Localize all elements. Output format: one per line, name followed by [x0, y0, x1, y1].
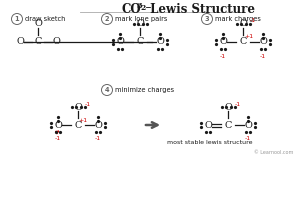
- Text: mark lone pairs: mark lone pairs: [115, 16, 167, 22]
- Text: draw sketch: draw sketch: [25, 16, 65, 22]
- Text: 3: 3: [136, 1, 142, 9]
- Text: © Learnool.com: © Learnool.com: [254, 150, 293, 154]
- Text: -1: -1: [85, 102, 91, 106]
- Text: -1: -1: [260, 53, 266, 58]
- Text: -1: -1: [220, 53, 226, 58]
- Text: -1: -1: [55, 136, 61, 142]
- Text: O: O: [74, 102, 82, 112]
- Text: 2−: 2−: [140, 4, 152, 12]
- Text: O: O: [204, 120, 212, 130]
- Text: 3: 3: [205, 16, 209, 22]
- Text: O: O: [244, 120, 252, 130]
- Text: O: O: [94, 120, 102, 130]
- Text: O: O: [116, 38, 124, 46]
- Text: O: O: [54, 120, 62, 130]
- Text: 1: 1: [15, 16, 19, 22]
- Text: O: O: [16, 38, 24, 46]
- Text: O: O: [219, 38, 227, 46]
- Text: O: O: [224, 102, 232, 112]
- Text: C: C: [239, 38, 247, 46]
- Text: O: O: [239, 20, 247, 28]
- Text: C: C: [34, 38, 42, 46]
- Text: C: C: [74, 120, 82, 130]
- Text: +1: +1: [244, 34, 253, 40]
- Text: O: O: [52, 38, 60, 46]
- Text: CO: CO: [122, 3, 142, 16]
- Text: -1: -1: [245, 136, 251, 142]
- Text: O: O: [136, 20, 144, 28]
- Text: -1: -1: [95, 136, 101, 142]
- Text: 2: 2: [105, 16, 109, 22]
- Text: O: O: [259, 38, 267, 46]
- Text: most stable lewis structure: most stable lewis structure: [167, 140, 253, 146]
- Text: O: O: [34, 20, 42, 28]
- Text: -1: -1: [250, 19, 256, 23]
- Text: Lewis Structure: Lewis Structure: [146, 3, 255, 16]
- Text: -1: -1: [235, 102, 241, 106]
- Text: O: O: [156, 38, 164, 46]
- Text: C: C: [224, 120, 232, 130]
- Text: 4: 4: [105, 87, 109, 93]
- Text: mark charges: mark charges: [215, 16, 261, 22]
- Text: C: C: [136, 38, 144, 46]
- Text: minimize charges: minimize charges: [115, 87, 174, 93]
- Text: +1: +1: [78, 117, 88, 122]
